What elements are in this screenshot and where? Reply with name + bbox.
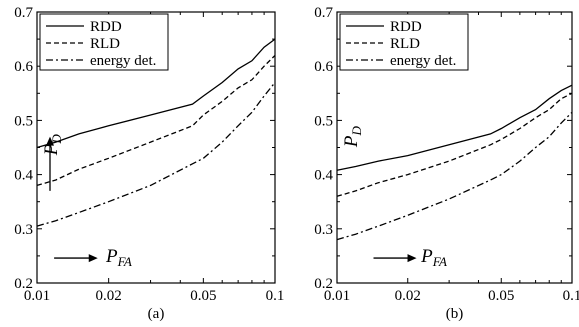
y-tick-label: 0.5	[14, 113, 33, 129]
legend-box	[339, 13, 469, 71]
y-tick-label: 0.3	[314, 222, 333, 238]
x-arrow-head	[88, 254, 98, 263]
y-tick-label: 0.2	[314, 276, 333, 292]
x-tick-label: 0.05	[190, 288, 216, 304]
series-line-rdd	[36, 38, 276, 149]
legend-label: RLD	[90, 36, 120, 52]
legend-box	[39, 13, 169, 71]
chart-panel-a: 0.2 0.3 0.4 0.5 0.6 0.7 0.01 0.02 0.05 0.1 RDDRLDe…	[14, 5, 284, 322]
y-tick-label: 0.3	[14, 222, 33, 238]
y-tick-label: 0.6	[314, 59, 333, 75]
series-line-rld	[36, 54, 276, 187]
series-line-rld	[336, 92, 573, 197]
y-tick-label: 0.7	[314, 5, 333, 21]
y-tick-label: 0.6	[14, 59, 33, 75]
series-line-energy-det	[36, 82, 276, 227]
series-line-rdd	[336, 84, 573, 171]
legend-label: RDD	[90, 19, 122, 35]
x-axis-label: PFA	[105, 246, 132, 269]
x-axis-label: PFA	[420, 246, 447, 269]
y-tick-label: 0.4	[314, 168, 333, 184]
x-tick-label: 0.02	[395, 288, 421, 304]
x-arrow-head	[407, 254, 417, 263]
legend-label: RDD	[390, 19, 422, 35]
y-tick-label: 0.5	[314, 113, 333, 129]
legend-label: energy det.	[390, 53, 456, 69]
x-tick-label: 0.01	[324, 288, 350, 304]
x-tick-label: 0.1	[266, 288, 285, 304]
y-axis-label: PD	[41, 134, 64, 157]
x-tick-label: 0.02	[96, 288, 122, 304]
panel-label: (a)	[148, 306, 165, 322]
legend-label: RLD	[390, 36, 420, 52]
y-tick-label: 0.2	[14, 276, 33, 292]
x-tick-label: 0.1	[563, 288, 579, 304]
chart-panel-b: 0.2 0.3 0.4 0.5 0.6 0.7 0.01 0.02 0.05 0.1 RDDRLDe…	[314, 5, 579, 322]
y-tick-label: 0.7	[14, 5, 33, 21]
y-arrow-head	[46, 136, 54, 146]
panel-label: (b)	[446, 306, 464, 322]
x-tick-label: 0.01	[24, 288, 50, 304]
legend-label: energy det.	[90, 53, 156, 69]
x-tick-label: 0.05	[488, 288, 514, 304]
y-tick-label: 0.4	[14, 168, 33, 184]
series-line-energy-det	[336, 111, 573, 241]
y-axis-label: PD	[341, 126, 364, 149]
